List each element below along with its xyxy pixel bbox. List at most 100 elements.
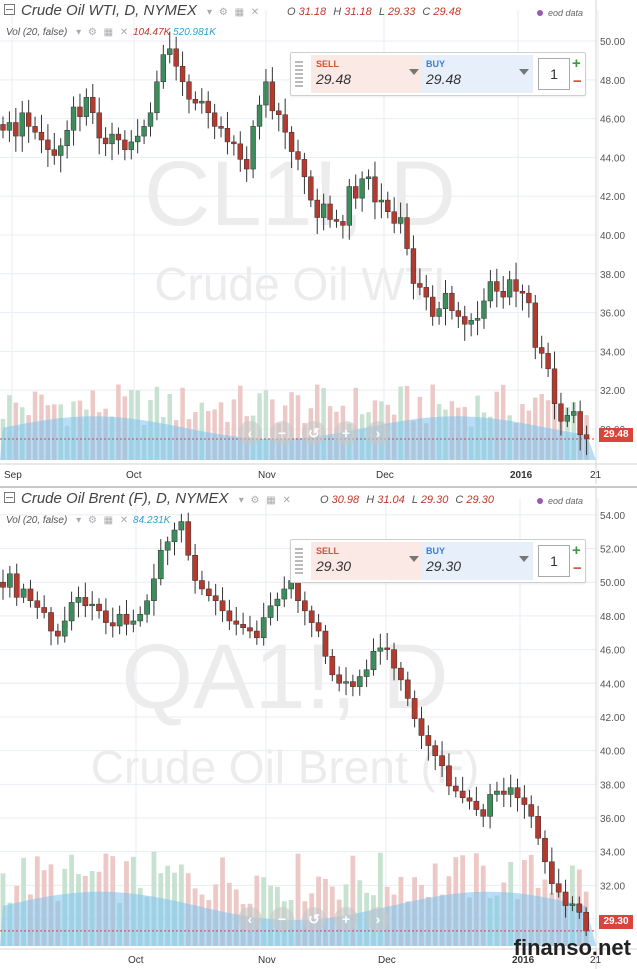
candle-body [418, 718, 425, 736]
candle-body [173, 48, 179, 67]
settings-icons[interactable]: ▾ ⚙ ▦ ✕ [207, 7, 262, 18]
drag-handle-icon[interactable] [295, 61, 303, 87]
candle-body [506, 279, 513, 298]
candle-body [528, 804, 535, 817]
candle-body [109, 133, 115, 145]
candle-body [68, 602, 75, 622]
sell-button[interactable]: SELL 29.30 [311, 542, 423, 580]
ohlc-readout: O 30.98 H 31.04 L 29.30 C 29.30 [320, 494, 494, 506]
candle-body [137, 613, 144, 622]
eod-dot-icon [537, 498, 543, 504]
candle-body [115, 133, 122, 141]
collapse-icon[interactable] [4, 492, 15, 503]
site-watermark: finanso.net [513, 935, 631, 960]
y-tick-label: 46.00 [600, 646, 625, 657]
scroll-left-icon[interactable]: ‹ [238, 907, 262, 931]
candle-body [425, 735, 432, 746]
candle-body [233, 620, 240, 625]
candle-body [128, 141, 134, 150]
candle-body [377, 647, 384, 652]
quantity-input[interactable]: 1 [538, 545, 570, 577]
y-tick-label: 36.00 [600, 309, 625, 320]
volume-ma-area [0, 891, 596, 946]
zoom-out-icon[interactable]: − [270, 907, 294, 931]
decrease-quantity-button[interactable]: − [573, 73, 582, 90]
zoom-out-icon[interactable]: − [270, 421, 294, 445]
candle-body [410, 248, 417, 284]
y-tick-label: 42.00 [600, 713, 625, 724]
zoom-controls: ‹ − ↺ + › [238, 907, 390, 931]
zoom-in-icon[interactable]: + [334, 421, 358, 445]
chart-title: Crude Oil Brent (F), D, NYMEX [21, 490, 229, 507]
chevron-down-icon[interactable] [519, 69, 529, 75]
candle-body [322, 630, 329, 657]
quantity-input[interactable]: 1 [538, 58, 570, 90]
candle-body [250, 126, 256, 170]
candle-body [468, 320, 474, 325]
candle-body [302, 600, 308, 612]
zoom-in-icon[interactable]: + [334, 907, 358, 931]
candle-body [281, 588, 288, 600]
y-tick-label: 36.00 [600, 814, 625, 825]
collapse-icon[interactable] [4, 4, 15, 15]
buy-button[interactable]: BUY 29.48 [421, 55, 533, 93]
candle-body [384, 647, 391, 650]
volume-bar [321, 387, 326, 460]
candle-body [336, 674, 343, 684]
y-tick-label: 50.00 [600, 37, 625, 48]
candle-body [157, 549, 164, 580]
candle-body [365, 176, 372, 180]
candle-body [192, 555, 198, 581]
buy-button[interactable]: BUY 29.30 [421, 542, 533, 580]
reset-icon[interactable]: ↺ [302, 907, 326, 931]
chevron-down-icon[interactable] [519, 556, 529, 562]
volume-settings-icons[interactable]: ▾ ⚙ ▦ ✕ [76, 27, 131, 38]
volume-ma-area [0, 416, 596, 460]
candle-body [144, 600, 150, 615]
chevron-down-icon[interactable] [409, 69, 419, 75]
volume-settings-icons[interactable]: ▾ ⚙ ▦ ✕ [76, 515, 131, 526]
candle-body [82, 597, 89, 607]
candle-body [314, 199, 320, 218]
last-price-tag: 29.30 [599, 915, 633, 929]
candle-body [96, 603, 102, 612]
candle-body [171, 529, 178, 543]
trade-widget: SELL 29.30 BUY 29.30 1 + − [290, 539, 586, 583]
reset-icon[interactable]: ↺ [302, 421, 326, 445]
x-tick-label: Dec [378, 955, 396, 966]
scroll-right-icon[interactable]: › [366, 421, 390, 445]
increase-quantity-button[interactable]: + [572, 542, 581, 559]
x-tick-label: 2016 [510, 470, 533, 481]
candle-body [404, 679, 411, 699]
candle-body [391, 649, 397, 669]
scroll-right-icon[interactable]: › [366, 907, 390, 931]
candle-body [569, 903, 576, 906]
candle-body [500, 790, 507, 795]
candle-body [253, 630, 260, 639]
candle-body [274, 598, 281, 607]
candle-body [315, 622, 322, 632]
candle-body [350, 681, 356, 687]
candle-body [308, 610, 315, 623]
increase-quantity-button[interactable]: + [572, 55, 581, 72]
candle-body [32, 126, 38, 133]
candle-body [6, 122, 13, 131]
chart-panel-brent: 30.0032.0034.0036.0038.0040.0042.0044.00… [0, 486, 637, 969]
candle-body [385, 199, 391, 212]
scroll-left-icon[interactable]: ‹ [238, 421, 262, 445]
watermark-name: Crude Oil Brent (F) [91, 741, 480, 793]
drag-handle-icon[interactable] [295, 548, 303, 574]
y-tick-label: 34.00 [600, 347, 625, 358]
candle-body [122, 139, 128, 150]
candle-body [555, 883, 562, 893]
decrease-quantity-button[interactable]: − [573, 560, 582, 577]
candle-body [404, 217, 410, 249]
sell-button[interactable]: SELL 29.48 [311, 55, 423, 93]
chevron-down-icon[interactable] [409, 556, 419, 562]
x-tick-label: Oct [128, 955, 144, 966]
candle-body [370, 651, 377, 671]
candle-body [224, 128, 231, 143]
settings-icons[interactable]: ▾ ⚙ ▦ ✕ [238, 495, 293, 506]
candle-body [411, 698, 418, 719]
candle-body [192, 98, 199, 104]
